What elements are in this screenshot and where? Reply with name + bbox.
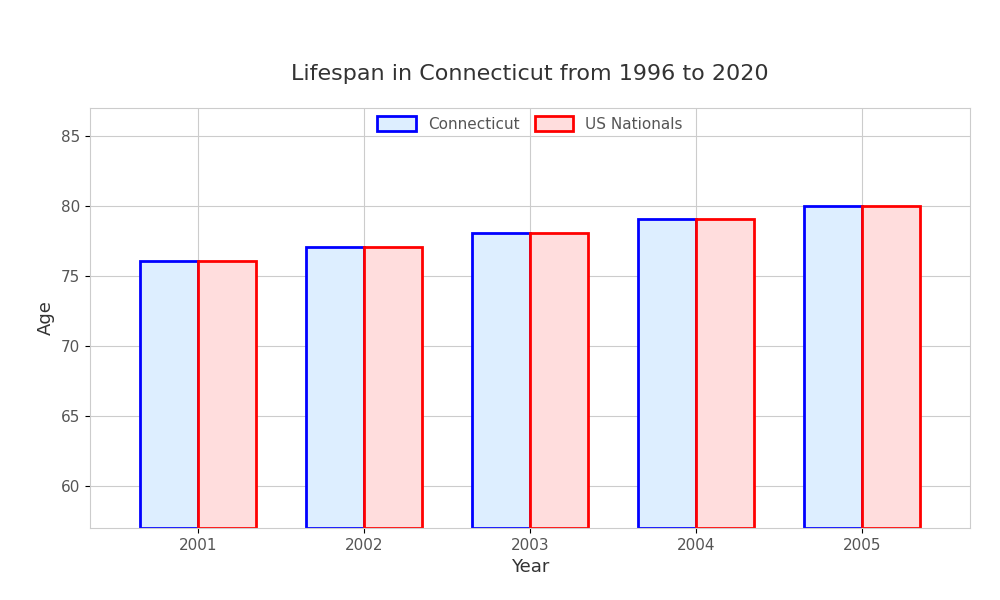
Bar [862, 206, 920, 528]
Bar [638, 218, 696, 528]
Bar [140, 260, 198, 528]
Bar [696, 218, 754, 528]
X-axis label: Year: Year [511, 558, 549, 576]
Y-axis label: Age: Age [37, 301, 55, 335]
Bar [530, 233, 588, 528]
Bar [472, 233, 530, 528]
Legend: Connecticut, US Nationals: Connecticut, US Nationals [377, 116, 683, 131]
Bar [804, 206, 862, 528]
Bar [306, 247, 364, 528]
Bar [364, 247, 422, 528]
Title: Lifespan in Connecticut from 1996 to 2020: Lifespan in Connecticut from 1996 to 202… [291, 64, 769, 84]
Bar [198, 260, 256, 528]
